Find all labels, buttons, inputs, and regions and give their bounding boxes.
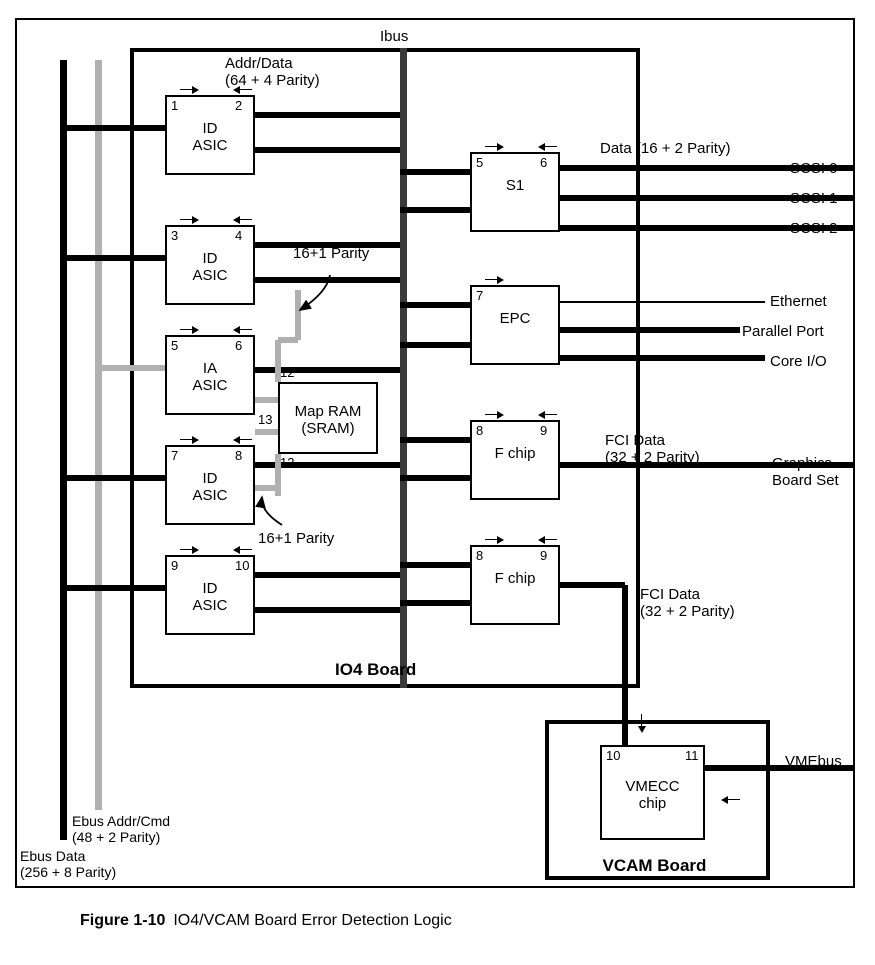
label-fci2: FCI Data (32 + 2 Parity) [640, 586, 735, 621]
chip-id1-pin-tl: 1 [171, 98, 178, 113]
bus-segment [400, 437, 470, 443]
bus-segment [400, 475, 470, 481]
chip-id3-pin-tr: 8 [235, 448, 242, 463]
ibus-trunk [400, 48, 407, 688]
chip-fchip1-pin-tl: 8 [476, 423, 483, 438]
io4-board-label: IO4 Board [335, 660, 416, 680]
chip-s1-pin-tr: 6 [540, 155, 547, 170]
bus-segment [60, 255, 165, 261]
chip-fchip2-pin-tl: 8 [476, 548, 483, 563]
ebus-data-line [60, 60, 67, 840]
label-parallel: Parallel Port [742, 323, 824, 340]
bus-segment [255, 147, 400, 153]
bus-segment [400, 302, 470, 308]
figure-number: Figure 1-10 [80, 912, 165, 929]
chip-id4-label: ID ASIC [165, 580, 255, 614]
chip-vmecc-pin-tr: 11 [685, 748, 699, 763]
label-ethernet: Ethernet [770, 293, 827, 310]
bus-segment [255, 429, 278, 435]
bus-segment [60, 475, 165, 481]
label-data_scsi: Data (16 + 2 Parity) [600, 140, 730, 157]
chip-vmecc-label: VMECC chip [600, 778, 705, 812]
label-graphics: Graphics Board Set [772, 455, 839, 490]
chip-fchip1-label: F chip [470, 445, 560, 462]
bus-segment [400, 207, 470, 213]
bus-segment [60, 585, 165, 591]
chip-id3-pin-tl: 7 [171, 448, 178, 463]
bus-segment [400, 562, 470, 568]
chip-id4-pin-tr: 10 [235, 558, 249, 573]
bus-segment [60, 125, 165, 131]
chip-ia-pin-tl: 5 [171, 338, 178, 353]
chip-id2-pin-tl: 3 [171, 228, 178, 243]
chip-epc-label: EPC [470, 310, 560, 327]
chip-id1-label: ID ASIC [165, 120, 255, 154]
bus-segment [400, 600, 470, 606]
label-scsi0: SCSI 0 [790, 160, 838, 177]
bus-segment [255, 397, 278, 403]
label-fci1: FCI Data (32 + 2 Parity) [605, 432, 700, 467]
label-addrdata: Addr/Data (64 + 4 Parity) [225, 55, 320, 90]
label-ebus-addr: Ebus Addr/Cmd (48 + 2 Parity) [72, 813, 170, 845]
chip-id4-pin-tl: 9 [171, 558, 178, 573]
bus-segment [255, 572, 400, 578]
bus-segment [560, 355, 765, 361]
chip-id3-label: ID ASIC [165, 470, 255, 504]
bus-segment [560, 582, 625, 588]
bus-segment [560, 301, 765, 303]
bus-segment [400, 342, 470, 348]
label-scsi1: SCSI 1 [790, 190, 838, 207]
ebus-addr-line [95, 60, 102, 810]
label-ebus-data: Ebus Data (256 + 8 Parity) [20, 848, 116, 880]
chip-epc-pin-tl: 7 [476, 288, 483, 303]
chip-id1-pin-tr: 2 [235, 98, 242, 113]
bus-segment [560, 327, 740, 333]
label-vmebus: VMEbus [785, 753, 842, 770]
bus-segment [622, 585, 628, 745]
vcam-board-label: VCAM Board [603, 856, 707, 876]
pointer-arrow [252, 487, 292, 535]
chip-s1-pin-tl: 5 [476, 155, 483, 170]
chip-fchip2-label: F chip [470, 570, 560, 587]
figure-caption: Figure 1-10 IO4/VCAM Board Error Detectio… [80, 912, 452, 930]
chip-ia-pin-tr: 6 [235, 338, 242, 353]
bus-segment [400, 169, 470, 175]
chip-fchip2-pin-tr: 9 [540, 548, 547, 563]
chip-id2-label: ID ASIC [165, 250, 255, 284]
label-parity16_2: 16+1 Parity [258, 530, 334, 547]
chip-vmecc-pin-tl: 10 [606, 748, 620, 763]
chip-mapram-pin-br: 12 [280, 455, 294, 470]
bus-segment [255, 112, 400, 118]
figure-text: IO4/VCAM Board Error Detection Logic [173, 912, 451, 929]
chip-s1-label: S1 [470, 177, 560, 194]
label-coreio: Core I/O [770, 353, 827, 370]
chip-ia-label: IA ASIC [165, 360, 255, 394]
bus-segment [95, 365, 165, 371]
bus-segment [255, 607, 400, 613]
pointer-arrow [290, 265, 340, 320]
chip-mapram-pin-bl: 13 [258, 412, 272, 427]
chip-mapram-pin-tl: 12 [280, 365, 294, 380]
label-ibus: Ibus [380, 28, 408, 45]
label-parity16_1: 16+1 Parity [293, 245, 369, 262]
chip-id2-pin-tr: 4 [235, 228, 242, 243]
chip-mapram-label: Map RAM (SRAM) [278, 403, 378, 437]
label-scsi2: SCSI 2 [790, 220, 838, 237]
chip-fchip1-pin-tr: 9 [540, 423, 547, 438]
